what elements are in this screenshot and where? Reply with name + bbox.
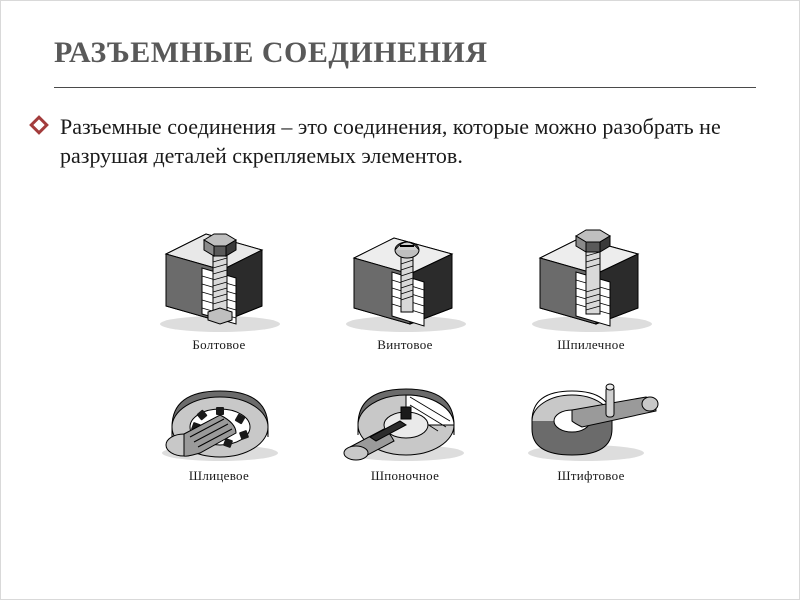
screw-joint: Винтовое (330, 196, 480, 353)
figure: Болтовое (135, 196, 675, 484)
pin-joint-icon (516, 357, 666, 467)
definition-text: Разъемные соединения – это соединения, к… (60, 112, 756, 170)
diamond-bullet-icon (29, 115, 49, 135)
stud-joint: Шпилечное (516, 196, 666, 353)
stud-joint-icon (516, 196, 666, 336)
caption: Болтовое (144, 337, 294, 353)
title-rule (54, 87, 756, 88)
pin-joint: Штифтовое (516, 357, 666, 484)
key-joint-icon (330, 357, 480, 467)
spline-joint: Шлицевое (144, 357, 294, 484)
page-title: РАЗЪЕМНЫЕ СОЕДИНЕНИЯ (54, 36, 756, 71)
bolted-joint: Болтовое (144, 196, 294, 353)
key-joint: Шпоночное (330, 357, 480, 484)
caption: Шпилечное (516, 337, 666, 353)
caption: Штифтовое (516, 468, 666, 484)
figure-row-2: Шлицевое (135, 357, 675, 484)
screw-joint-icon (330, 196, 480, 336)
figure-row-1: Болтовое (135, 196, 675, 353)
spline-joint-icon (144, 357, 294, 467)
caption: Шпоночное (330, 468, 480, 484)
body-block: Разъемные соединения – это соединения, к… (54, 112, 756, 170)
caption: Винтовое (330, 337, 480, 353)
title-block: РАЗЪЕМНЫЕ СОЕДИНЕНИЯ (54, 36, 756, 88)
caption: Шлицевое (144, 468, 294, 484)
bolted-joint-icon (144, 196, 294, 336)
slide: РАЗЪЕМНЫЕ СОЕДИНЕНИЯ Разъемные соединени… (0, 0, 800, 600)
